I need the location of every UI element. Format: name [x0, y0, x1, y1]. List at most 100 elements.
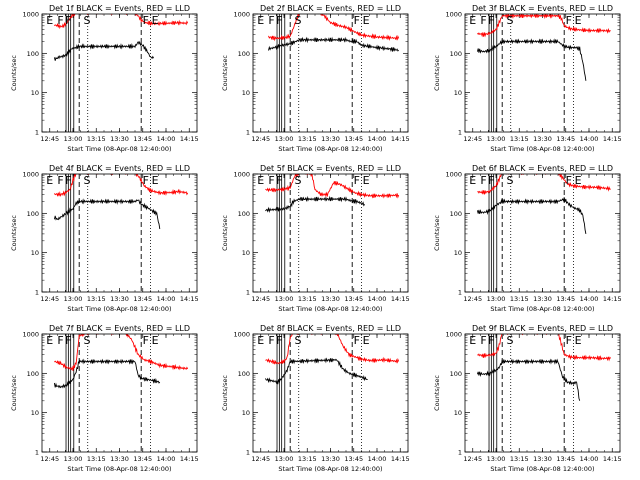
x-tick-label: 14:00	[157, 455, 176, 463]
y-tick-label: 1	[246, 449, 250, 457]
y-tick-label: 1000	[445, 11, 462, 19]
chart-panel-9: Det 9f BLACK = Events, RED = LLD Counts/s…	[433, 324, 622, 473]
y-tick-label: 1000	[22, 171, 39, 179]
y-axis-label: Counts/sec	[433, 375, 441, 411]
chart-title: Det 6f BLACK = Events, RED = LLD	[472, 164, 613, 173]
y-tick-label: 1000	[22, 331, 39, 339]
x-tick-label: 14:00	[157, 135, 176, 143]
lld-series-line	[54, 14, 189, 30]
x-tick-label: 13:15	[510, 455, 529, 463]
attenuator-marker-f: F	[276, 174, 282, 187]
attenuator-marker-f: F	[354, 14, 360, 27]
attenuator-marker-f: F	[566, 174, 572, 187]
y-axis-label: Counts/sec	[221, 55, 229, 91]
x-tick-label: 14:00	[580, 295, 599, 303]
x-tick-label: 13:45	[133, 455, 152, 463]
attenuator-marker-s: S	[506, 174, 513, 187]
x-tick-label: 12:45	[463, 295, 482, 303]
x-tick-label: 14:15	[180, 135, 199, 143]
chart-panel-8: Det 8f BLACK = Events, RED = LLD Counts/s…	[221, 324, 410, 473]
x-tick-label: 13:45	[556, 455, 575, 463]
chart-title: Det 9f BLACK = Events, RED = LLD	[472, 324, 613, 333]
x-tick-label: 13:45	[133, 295, 152, 303]
y-axis-label: Counts/sec	[10, 215, 18, 251]
attenuator-marker-s: S	[83, 174, 90, 187]
attenuator-marker-e: E	[46, 14, 53, 27]
y-tick-label: 10	[31, 409, 39, 417]
x-tick-label: 13:15	[87, 455, 106, 463]
attenuator-marker-f: F	[488, 334, 494, 347]
x-tick-label: 13:00	[64, 135, 83, 143]
x-tick-label: 13:00	[275, 295, 294, 303]
attenuator-marker-e: E	[152, 334, 159, 347]
attenuator-marker-f: F	[480, 14, 486, 27]
events-series-line	[476, 197, 587, 234]
x-axis-label: Start Time (08-Apr-08 12:40:00)	[67, 305, 171, 313]
plot-frame	[41, 173, 198, 293]
x-tick-label: 12:45	[251, 455, 270, 463]
chart-title: Det 1f BLACK = Events, RED = LLD	[49, 4, 190, 13]
y-tick-label: 1	[35, 129, 39, 137]
attenuator-marker-s: S	[294, 334, 301, 347]
chart-panel-2: Det 2f BLACK = Events, RED = LLD Counts/s…	[221, 4, 410, 153]
x-tick-label: 13:00	[487, 295, 506, 303]
x-tick-label: 13:30	[533, 295, 552, 303]
events-series-line	[53, 358, 161, 389]
events-series-line	[265, 357, 368, 385]
chart-panel-5: Det 5f BLACK = Events, RED = LLD Counts/s…	[221, 164, 410, 313]
lld-series-line	[268, 14, 400, 42]
attenuator-marker-s: S	[506, 14, 513, 27]
y-tick-label: 100	[27, 50, 39, 58]
x-tick-label: 14:15	[603, 295, 622, 303]
attenuator-marker-e: E	[363, 334, 370, 347]
events-series-line	[476, 38, 587, 81]
y-axis-label: Counts/sec	[221, 215, 229, 251]
plot-frame	[464, 13, 621, 133]
x-tick-label: 13:15	[87, 295, 106, 303]
plot-frame	[464, 333, 621, 453]
lld-series-line	[265, 174, 400, 199]
plot-frame	[252, 13, 409, 133]
attenuator-marker-e: E	[257, 174, 264, 187]
x-axis-label: Start Time (08-Apr-08 12:40:00)	[67, 145, 171, 153]
y-tick-label: 1	[35, 449, 39, 457]
x-axis-label: Start Time (08-Apr-08 12:40:00)	[490, 465, 594, 473]
x-tick-label: 14:00	[368, 295, 387, 303]
attenuator-marker-f: F	[65, 14, 71, 27]
attenuator-marker-f: F	[268, 14, 274, 27]
y-tick-label: 10	[242, 89, 250, 97]
attenuator-marker-f: F	[57, 14, 63, 27]
x-tick-label: 13:15	[510, 295, 529, 303]
attenuator-marker-f: F	[268, 174, 274, 187]
x-tick-label: 13:15	[298, 295, 317, 303]
y-tick-label: 1	[458, 289, 462, 297]
x-tick-label: 13:00	[487, 455, 506, 463]
events-series-line	[53, 198, 161, 230]
attenuator-marker-e: E	[363, 174, 370, 187]
x-tick-label: 13:15	[298, 135, 317, 143]
plot-frame	[252, 333, 409, 453]
attenuator-marker-e: E	[257, 334, 264, 347]
y-tick-label: 100	[238, 210, 250, 218]
chart-panel-7: Det 7f BLACK = Events, RED = LLD Counts/s…	[10, 324, 199, 473]
plot-frame	[41, 13, 198, 133]
attenuator-marker-f: F	[566, 334, 572, 347]
x-tick-label: 14:00	[157, 295, 176, 303]
attenuator-marker-f: F	[566, 14, 572, 27]
attenuator-marker-f: F	[65, 334, 71, 347]
x-tick-label: 13:00	[487, 135, 506, 143]
attenuator-marker-e: E	[152, 174, 159, 187]
chart-title: Det 8f BLACK = Events, RED = LLD	[260, 324, 401, 333]
x-tick-label: 12:45	[40, 135, 59, 143]
y-tick-label: 1000	[445, 171, 462, 179]
x-tick-label: 13:30	[321, 135, 340, 143]
x-tick-label: 12:45	[40, 455, 59, 463]
attenuator-marker-e: E	[575, 334, 582, 347]
y-tick-label: 100	[238, 50, 250, 58]
x-tick-label: 13:45	[344, 135, 363, 143]
y-tick-label: 1000	[233, 171, 250, 179]
x-tick-label: 13:45	[344, 295, 363, 303]
chart-panel-3: Det 3f BLACK = Events, RED = LLD Counts/s…	[433, 4, 622, 153]
x-axis-label: Start Time (08-Apr-08 12:40:00)	[278, 465, 382, 473]
